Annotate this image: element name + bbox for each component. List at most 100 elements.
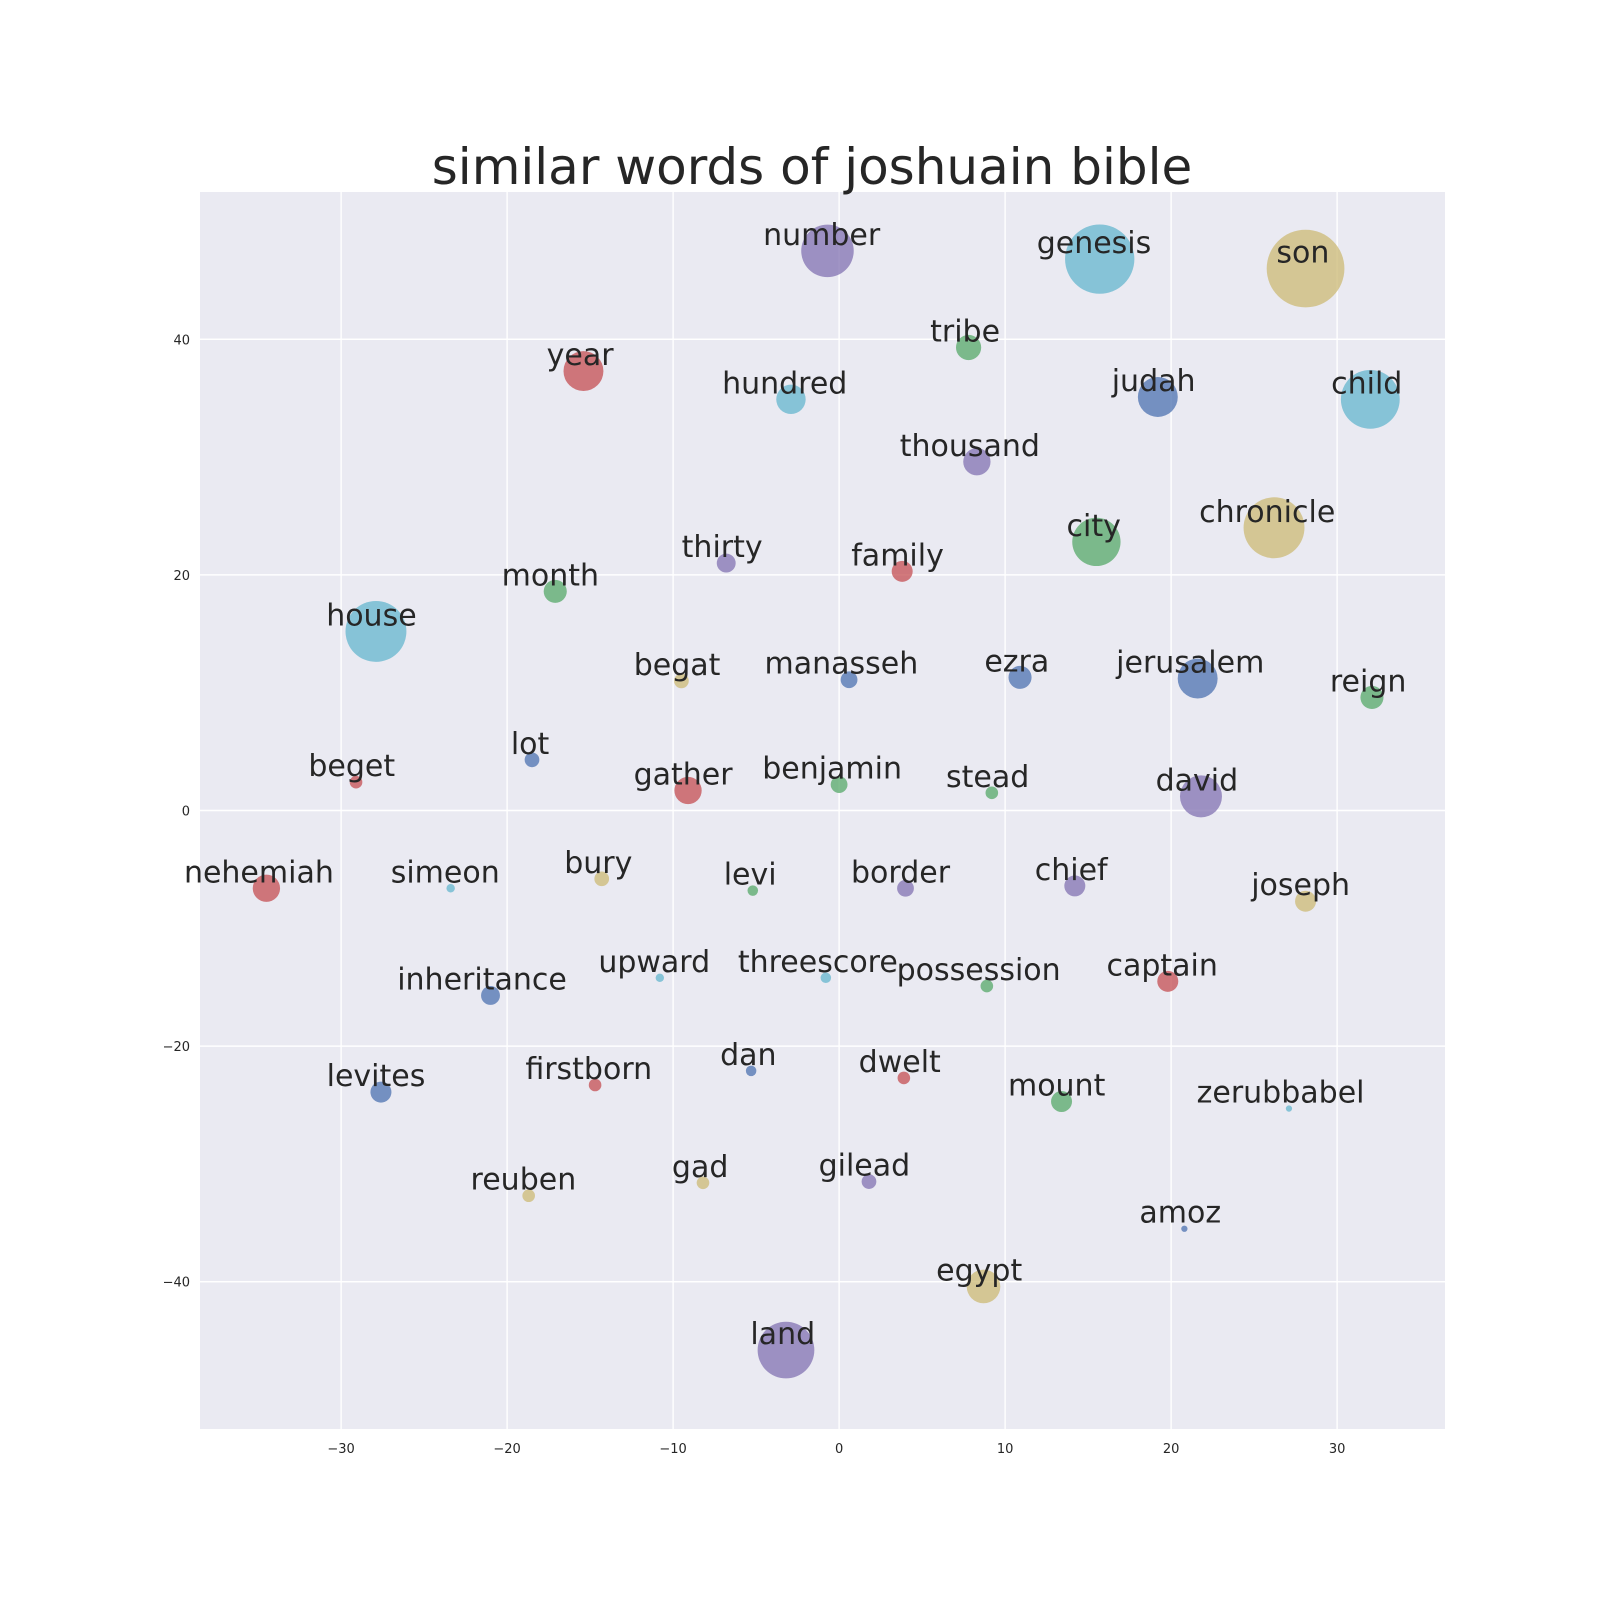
point-label-chief: chief [1035, 853, 1109, 888]
point-zerubbabel [1285, 1105, 1293, 1112]
point-joseph [1295, 890, 1317, 912]
point-label-city: city [1067, 509, 1121, 544]
point-thirty [716, 553, 736, 573]
point-egypt [966, 1269, 1001, 1304]
point-inheritance [481, 986, 500, 1005]
point-label-ezra: ezra [984, 644, 1049, 679]
point-label-begat: begat [634, 648, 721, 683]
point-bury [594, 871, 610, 887]
y-tick-label: −40 [163, 1276, 190, 1291]
point-label-year: year [547, 338, 615, 373]
point-david [1179, 775, 1222, 818]
point-label-levi: levi [724, 858, 777, 893]
point-label-gad: gad [672, 1150, 728, 1185]
point-dan [745, 1065, 757, 1077]
point-land [757, 1321, 815, 1379]
y-tick-label: 0 [182, 805, 190, 820]
point-benjamin [830, 776, 848, 793]
point-label-number: number [763, 218, 881, 253]
x-tick-label: 0 [835, 1442, 843, 1457]
point-begat [674, 673, 689, 689]
point-label-thirty: thirty [682, 530, 763, 565]
point-gather [674, 776, 702, 805]
point-label-mount: mount [1008, 1068, 1106, 1103]
point-year [563, 351, 604, 392]
point-label-border: border [851, 855, 951, 890]
data-points [252, 224, 1400, 1379]
point-hundred [776, 384, 806, 415]
point-thousand [963, 448, 991, 476]
point-captain [1157, 970, 1179, 992]
point-label-land: land [750, 1317, 815, 1352]
point-label-dan: dan [720, 1038, 776, 1073]
point-reuben [522, 1189, 535, 1203]
point-judah [1137, 377, 1178, 417]
x-tick-label: −20 [493, 1442, 520, 1457]
point-label-chronicle: chronicle [1199, 495, 1335, 530]
point-nehemiah [252, 874, 281, 902]
point-label-gilead: gilead [819, 1149, 911, 1184]
y-tick-label: 20 [173, 569, 190, 584]
point-label-gather: gather [634, 757, 734, 792]
point-tribe [955, 334, 982, 361]
y-tick-label: −20 [163, 1040, 190, 1055]
point-label-house: house [326, 598, 416, 633]
point-label-stead: stead [946, 760, 1029, 795]
point-label-joseph: joseph [1250, 868, 1350, 903]
point-chief [1064, 875, 1086, 897]
point-genesis [1065, 224, 1135, 294]
point-label-thousand: thousand [900, 429, 1040, 464]
point-label-upward: upward [598, 945, 710, 980]
point-label-son: son [1276, 236, 1329, 271]
point-label-genesis: genesis [1037, 226, 1152, 261]
point-label-reign: reign [1330, 664, 1407, 699]
point-levites [370, 1081, 392, 1103]
point-gad [696, 1176, 710, 1190]
point-levi [747, 885, 759, 896]
point-label-tribe: tribe [930, 315, 1000, 350]
point-lot [524, 752, 540, 768]
point-label-david: david [1156, 763, 1239, 798]
point-gilead [861, 1174, 877, 1189]
point-label-child: child [1331, 366, 1402, 401]
point-child [1340, 369, 1400, 429]
x-tick-label: −10 [659, 1442, 686, 1457]
point-amoz [1181, 1225, 1188, 1232]
point-label-lot: lot [511, 727, 550, 762]
point-label-dwelt: dwelt [859, 1045, 941, 1080]
point-label-beget: beget [308, 749, 395, 784]
point-label-captain: captain [1106, 948, 1217, 983]
point-month [543, 579, 567, 603]
point-ezra [1008, 665, 1032, 689]
point-label-levites: levites [327, 1059, 426, 1094]
point-label-manasseh: manasseh [764, 647, 918, 682]
point-house [345, 600, 407, 662]
point-border [897, 879, 914, 897]
point-son [1266, 229, 1345, 308]
x-tick-label: 30 [1329, 1442, 1346, 1457]
point-dwelt [897, 1071, 911, 1085]
point-label-threescore: threescore [738, 945, 898, 980]
point-label-bury: bury [564, 846, 632, 881]
point-firstborn [588, 1078, 602, 1092]
point-label-egypt: egypt [936, 1253, 1022, 1288]
point-label-inheritance: inheritance [397, 962, 567, 997]
point-label-hundred: hundred [722, 366, 847, 401]
point-label-jerusalem: jerusalem [1115, 646, 1264, 681]
point-upward [655, 973, 665, 982]
point-label-zerubbabel: zerubbabel [1197, 1076, 1365, 1111]
point-manasseh [840, 671, 858, 689]
point-labels: number genesis son tribe year hundred judah chi… [184, 218, 1406, 1352]
point-jerusalem [1177, 658, 1218, 699]
axis-ticks: −30 −20 −10 0 10 20 30 −40 −20 0 20 40 [163, 333, 1346, 1457]
point-city [1072, 517, 1121, 567]
point-label-firstborn: firstborn [525, 1052, 652, 1087]
x-tick-label: 20 [1163, 1442, 1180, 1457]
point-label-amoz: amoz [1139, 1196, 1221, 1231]
y-tick-label: 40 [173, 333, 190, 348]
point-label-benjamin: benjamin [762, 752, 902, 787]
point-possession [980, 979, 994, 993]
point-threescore [820, 972, 832, 984]
